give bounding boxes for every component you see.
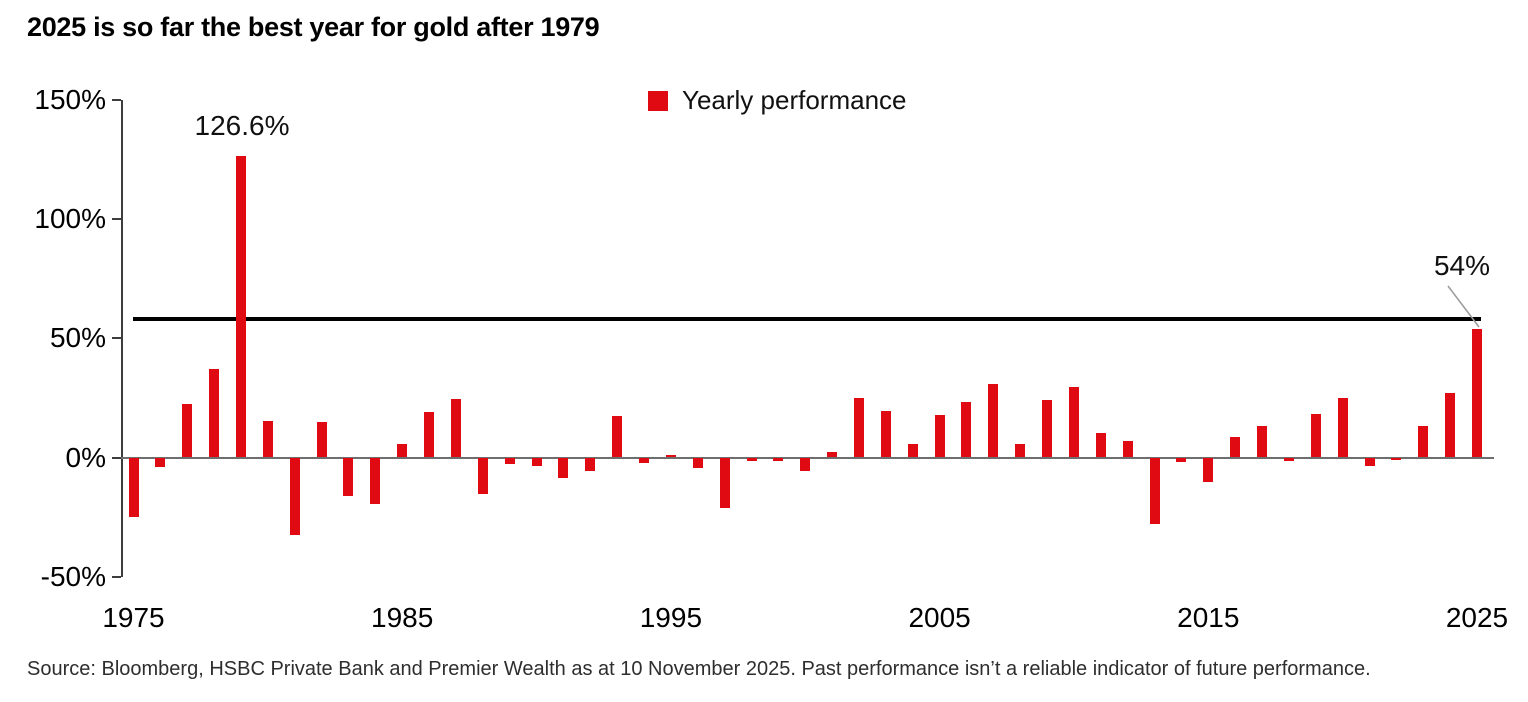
x-axis-label: 1985 bbox=[371, 602, 434, 633]
bar-2010 bbox=[1068, 387, 1079, 458]
legend-label: Yearly performance bbox=[682, 85, 907, 115]
bar-1990 bbox=[531, 457, 542, 467]
bar-2020 bbox=[1337, 397, 1348, 458]
bar-1979 bbox=[235, 156, 246, 458]
x-axis-label: 1995 bbox=[639, 602, 703, 633]
bar-1982 bbox=[316, 422, 327, 458]
chart-title: 2025 is so far the best year for gold af… bbox=[27, 12, 600, 42]
y-axis-label: 100% bbox=[34, 203, 106, 235]
bar-2021 bbox=[1364, 457, 1375, 467]
y-axis-label: -50% bbox=[40, 560, 106, 592]
bar-2012 bbox=[1122, 440, 1133, 458]
bar-1987 bbox=[450, 399, 461, 458]
source-note: Source: Bloomberg, HSBC Private Bank and… bbox=[27, 658, 1371, 680]
bar-1975 bbox=[128, 457, 139, 517]
y-axis-tick bbox=[112, 456, 121, 459]
bar-1983 bbox=[343, 457, 354, 497]
bar-1985 bbox=[397, 443, 408, 458]
bar-2023 bbox=[1418, 426, 1429, 458]
y-axis-tick bbox=[112, 575, 121, 578]
bar-1997 bbox=[719, 457, 730, 509]
bar-2007 bbox=[988, 383, 999, 458]
x-axis-label: 2015 bbox=[1177, 602, 1240, 633]
bar-1984 bbox=[370, 457, 381, 504]
bar-2019 bbox=[1310, 413, 1321, 458]
y-axis-tick bbox=[112, 337, 121, 340]
y-axis-tick bbox=[112, 99, 121, 102]
legend-swatch-icon bbox=[648, 90, 668, 111]
bar-2003 bbox=[880, 411, 891, 458]
bar-1995 bbox=[665, 455, 676, 458]
bar-2018 bbox=[1283, 457, 1294, 462]
bar-2024 bbox=[1445, 392, 1456, 458]
bar-2014 bbox=[1176, 457, 1187, 462]
bar-1994 bbox=[639, 457, 650, 463]
bar-1988 bbox=[477, 457, 488, 494]
bar-1986 bbox=[424, 412, 435, 458]
y-axis-label: 0% bbox=[65, 441, 106, 473]
callout-line bbox=[1447, 285, 1480, 328]
legend: Yearly performance bbox=[648, 85, 907, 116]
bar-1999 bbox=[773, 457, 784, 462]
bar-1977 bbox=[182, 403, 193, 458]
bar-1980 bbox=[262, 421, 273, 458]
latest-value-annotation: 54% bbox=[1433, 250, 1491, 281]
bar-1981 bbox=[289, 457, 300, 536]
bar-1992 bbox=[585, 457, 596, 472]
bar-2015 bbox=[1203, 457, 1214, 483]
reference-line bbox=[133, 317, 1481, 322]
y-axis-label: 50% bbox=[49, 322, 106, 354]
y-axis bbox=[121, 100, 123, 577]
bar-1976 bbox=[155, 457, 166, 468]
bar-2000 bbox=[800, 457, 811, 472]
bar-2004 bbox=[907, 444, 918, 458]
bar-2013 bbox=[1149, 457, 1160, 525]
y-axis-label: 150% bbox=[34, 84, 106, 116]
bar-2002 bbox=[853, 398, 864, 458]
x-axis-label: 2005 bbox=[908, 602, 971, 633]
bar-2017 bbox=[1257, 426, 1268, 458]
bar-1991 bbox=[558, 457, 569, 478]
bar-2022 bbox=[1391, 457, 1402, 460]
bar-2001 bbox=[827, 452, 838, 458]
bar-2008 bbox=[1015, 443, 1026, 458]
bar-1996 bbox=[692, 457, 703, 469]
bar-1989 bbox=[504, 457, 515, 465]
bar-2011 bbox=[1095, 433, 1106, 458]
bar-2006 bbox=[961, 402, 972, 458]
x-axis-label: 2025 bbox=[1445, 602, 1509, 633]
x-axis-label: 1975 bbox=[102, 602, 165, 633]
bar-1993 bbox=[612, 415, 623, 458]
bar-2005 bbox=[934, 414, 945, 458]
bar-2009 bbox=[1042, 400, 1053, 458]
bar-2016 bbox=[1230, 437, 1241, 458]
bar-1978 bbox=[209, 369, 220, 458]
peak-value-annotation: 126.6% bbox=[194, 110, 290, 141]
bar-2025 bbox=[1472, 328, 1482, 458]
y-axis-tick bbox=[112, 218, 121, 221]
bar-1998 bbox=[746, 457, 757, 462]
